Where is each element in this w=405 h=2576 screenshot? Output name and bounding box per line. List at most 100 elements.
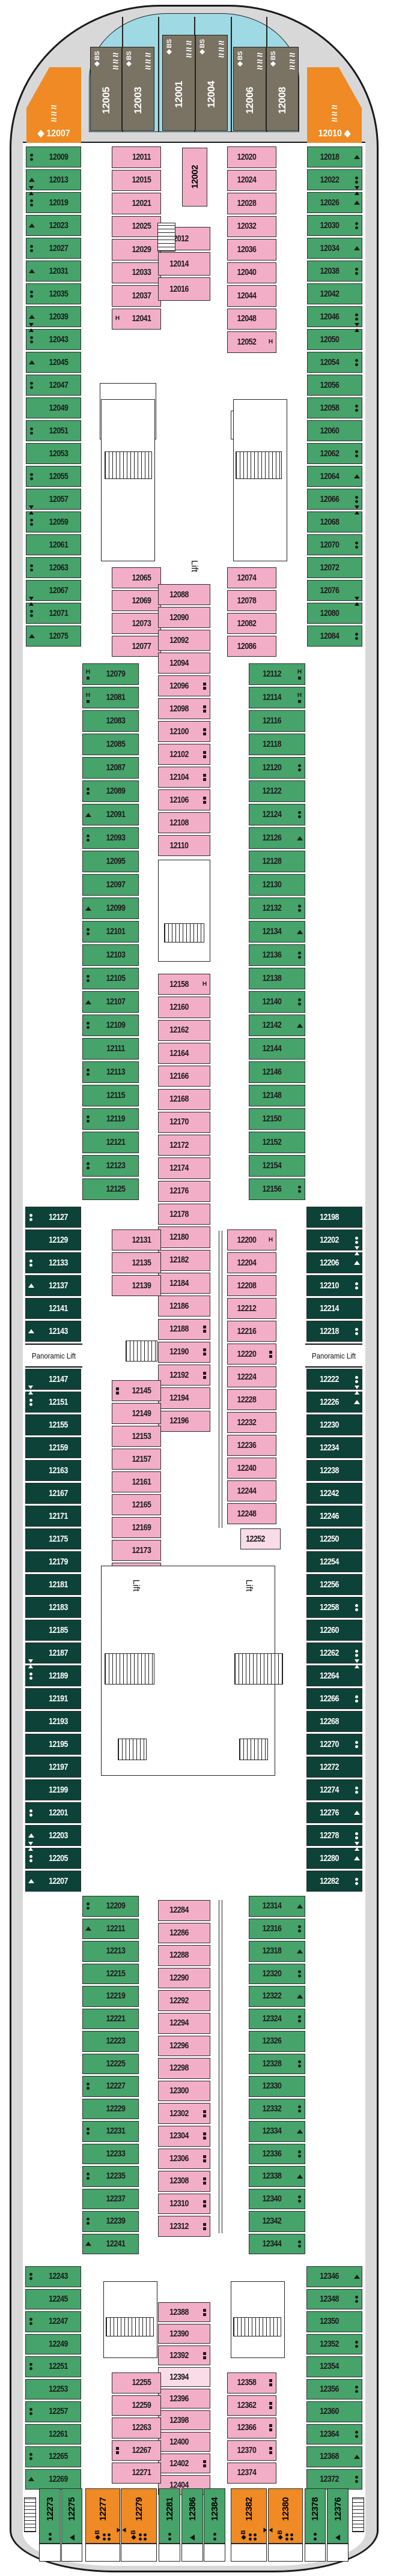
cabin-12205[interactable]: 12205 — [25, 1848, 81, 1869]
cabin-12042[interactable]: 12042 — [307, 283, 362, 304]
cabin-12080[interactable]: 12080 — [307, 603, 362, 624]
cabin-12056[interactable]: 12056 — [307, 375, 362, 396]
cabin-12202[interactable]: 12202 — [306, 1229, 362, 1255]
cabin-12223[interactable]: 12223 — [82, 2031, 139, 2052]
cabin-12276[interactable]: 12276 — [306, 1802, 362, 1823]
cabin-12159[interactable]: 12159 — [25, 1437, 81, 1458]
cabin-12267[interactable]: 12267 — [112, 2440, 161, 2461]
cabin-12198[interactable]: 12198 — [306, 1207, 362, 1228]
bow-suite-12003[interactable]: ◆BS ≈ ≈ ≈ 12003 — [122, 47, 154, 131]
cabin-12197[interactable]: 12197 — [25, 1757, 81, 1778]
cabin-12216[interactable]: 12216 — [227, 1321, 276, 1342]
cabin-12374[interactable]: 12374 — [227, 2463, 276, 2484]
cabin-12087[interactable]: 12087 — [82, 757, 139, 779]
cabin-12158[interactable]: 12158 H — [158, 974, 210, 995]
cabin-12154[interactable]: 12154 — [249, 1155, 305, 1177]
cabin-12033[interactable]: 12033 — [112, 262, 161, 283]
cabin-12133[interactable]: 12133 — [25, 1252, 81, 1273]
cabin-12275[interactable]: 12275 — [61, 2488, 82, 2544]
cabin-12328[interactable]: 12328 — [249, 2053, 305, 2074]
bow-cabin-12010[interactable]: ≈ ≈ ≈ 12010 ◆ — [307, 67, 362, 143]
cabin-12091[interactable]: 12091 — [82, 804, 139, 825]
cabin-12316[interactable]: 12316 — [249, 1918, 305, 1939]
cabin-12126[interactable]: 12126 — [249, 827, 305, 849]
cabin-12286[interactable]: 12286 — [158, 1922, 210, 1944]
cabin-12195[interactable]: 12195 — [25, 1734, 81, 1755]
cabin-12105[interactable]: 12105 — [82, 968, 139, 989]
cabin-12027[interactable]: 12027 — [26, 238, 81, 259]
cabin-12059[interactable]: 12059 — [26, 511, 81, 532]
cabin-12044[interactable]: 12044 — [227, 285, 276, 307]
cabin-12130[interactable]: 12130 — [249, 874, 305, 896]
cabin-12176[interactable]: 12176 — [158, 1180, 210, 1202]
cabin-12225[interactable]: 12225 — [82, 2053, 139, 2074]
cabin-12170[interactable]: 12170 — [158, 1111, 210, 1133]
cabin-12014[interactable]: 12014 — [158, 252, 210, 276]
cabin-12055[interactable]: 12055 — [26, 466, 81, 487]
cabin-12089[interactable]: 12089 — [82, 780, 139, 802]
cabin-12029[interactable]: 12029 — [112, 239, 161, 261]
cabin-12015[interactable]: 12015 — [112, 169, 161, 191]
cabin-12063[interactable]: 12063 — [26, 557, 81, 578]
cabin-12039[interactable]: 12039 — [26, 306, 81, 332]
cabin-12221[interactable]: 12221 — [82, 2008, 139, 2029]
cabin-12057[interactable]: 12057 — [26, 489, 81, 514]
cabin-12016[interactable]: 12016 — [158, 277, 210, 301]
cabin-12396[interactable]: 12396 — [158, 2389, 210, 2409]
cabin-12111[interactable]: 12111 — [82, 1038, 139, 1060]
cabin-12231[interactable]: 12231 — [82, 2121, 139, 2142]
cabin-12218[interactable]: 12218 — [306, 1321, 362, 1342]
cabin-12210[interactable]: 12210 — [306, 1275, 362, 1296]
cabin-12060[interactable]: 12060 — [307, 420, 362, 441]
cabin-12115[interactable]: 12115 — [82, 1085, 139, 1106]
cabin-12244[interactable]: 12244 — [227, 1480, 276, 1501]
cabin-12148[interactable]: 12148 — [249, 1085, 305, 1106]
cabin-12069[interactable]: 12069 — [112, 590, 161, 611]
cabin-12151[interactable]: 12151 — [25, 1392, 81, 1413]
lift[interactable]: Lift — [189, 560, 200, 572]
cabin-12097[interactable]: 12097 — [82, 874, 139, 896]
cabin-12254[interactable]: 12254 — [306, 1551, 362, 1572]
cabin-12236[interactable]: 12236 — [227, 1435, 276, 1456]
cabin-12096[interactable]: 12096 — [158, 675, 210, 696]
cabin-12009[interactable]: 12009 — [26, 146, 81, 167]
cabin-12147[interactable]: 12147 — [25, 1369, 81, 1395]
cabin-12152[interactable]: 12152 — [249, 1132, 305, 1153]
cabin-12109[interactable]: 12109 — [82, 1015, 139, 1036]
cabin-12234[interactable]: 12234 — [306, 1437, 362, 1458]
cabin-12049[interactable]: 12049 — [26, 397, 81, 418]
cabin-12256[interactable]: 12256 — [306, 1574, 362, 1595]
cabin-12164[interactable]: 12164 — [158, 1042, 210, 1064]
cabin-12103[interactable]: 12103 — [82, 944, 139, 966]
cabin-12134[interactable]: 12134 — [249, 921, 305, 943]
cabin-12294[interactable]: 12294 — [158, 2013, 210, 2034]
cabin-12344[interactable]: 12344 — [249, 2233, 305, 2254]
cabin-12166[interactable]: 12166 — [158, 1066, 210, 1087]
cabin-12076[interactable]: 12076 — [307, 580, 362, 606]
cabin-12175[interactable]: 12175 — [25, 1528, 81, 1549]
cabin-12136[interactable]: 12136 — [249, 944, 305, 966]
cabin-12054[interactable]: 12054 — [307, 352, 362, 373]
cabin-12366[interactable]: 12366 — [227, 2418, 276, 2439]
cabin-12090[interactable]: 12090 — [158, 607, 210, 628]
cabin-12082[interactable]: 12082 — [227, 613, 276, 634]
cabin-12043[interactable]: 12043 — [26, 329, 81, 350]
cabin-12179[interactable]: 12179 — [25, 1551, 81, 1572]
cabin-12207[interactable]: 12207 — [25, 1871, 81, 1892]
cabin-12046[interactable]: 12046 — [307, 306, 362, 332]
cabin-12269[interactable]: 12269 — [25, 2469, 81, 2490]
cabin-12131[interactable]: 12131 — [112, 1229, 161, 1250]
cabin-12018[interactable]: 12018 — [307, 146, 362, 167]
cabin-12338[interactable]: 12338 — [249, 2166, 305, 2187]
cabin-12209[interactable]: 12209 — [82, 1896, 139, 1917]
cabin-12226[interactable]: 12226 — [306, 1392, 362, 1413]
cabin-12099[interactable]: 12099 — [82, 897, 139, 919]
cabin-12268[interactable]: 12268 — [306, 1711, 362, 1732]
cabin-12382[interactable]: 12382 ◆B — [231, 2488, 273, 2544]
cabin-12146[interactable]: 12146 — [249, 1061, 305, 1083]
cabin-12123[interactable]: 12123 — [82, 1155, 139, 1177]
cabin-12119[interactable]: 12119 — [82, 1108, 139, 1130]
cabin-12259[interactable]: 12259 — [112, 2395, 161, 2416]
cabin-12246[interactable]: 12246 — [306, 1506, 362, 1527]
cabin-12300[interactable]: 12300 — [158, 2080, 210, 2102]
